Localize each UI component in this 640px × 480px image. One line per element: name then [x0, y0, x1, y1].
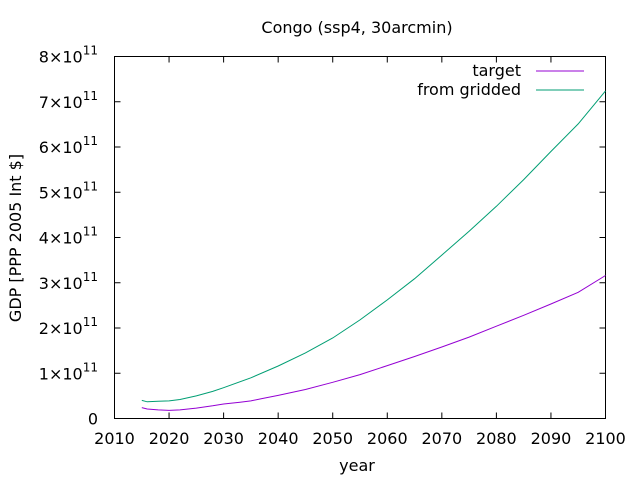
y-tick-exponent: 11	[83, 315, 98, 329]
y-tick-mantissa: 8×10	[39, 48, 83, 67]
x-tick-label: 2100	[585, 429, 626, 448]
y-tick-exponent: 11	[83, 179, 98, 193]
legend-label: from gridded	[417, 80, 521, 99]
y-tick-exponent: 11	[83, 270, 98, 284]
y-tick-mantissa: 3×10	[39, 274, 83, 293]
y-tick-label: 8×1011	[39, 44, 98, 67]
y-tick-label: 2×1011	[39, 315, 98, 338]
y-tick-mantissa: 1×10	[39, 364, 83, 383]
y-tick-label: 1×1011	[39, 360, 98, 383]
y-tick-exponent: 11	[83, 134, 98, 148]
x-tick-label: 2080	[476, 429, 517, 448]
y-tick-label: 5×1011	[39, 179, 98, 202]
x-tick-label: 2010	[94, 429, 135, 448]
x-tick-label: 2020	[149, 429, 190, 448]
y-tick-label: 4×1011	[39, 225, 98, 248]
y-tick-mantissa: 6×10	[39, 138, 83, 157]
y-tick-label: 0	[88, 410, 98, 429]
y-axis-label: GDP [PPP 2005 Int $]	[6, 154, 25, 322]
axes-group: 2010 2020 2030 2040 2050 2060 2070 2080 2090 2100…	[39, 44, 626, 449]
x-tick-label: 2060	[367, 429, 408, 448]
y-tick-mantissa: 0	[88, 410, 98, 429]
series-line-0	[141, 275, 606, 411]
y-tick-label: 3×1011	[39, 270, 98, 293]
x-tick-label: 2070	[421, 429, 462, 448]
x-tick-label: 2090	[531, 429, 572, 448]
chart-title: Congo (ssp4, 30arcmin)	[261, 18, 452, 37]
series-group	[141, 90, 606, 411]
y-tick-label: 6×1011	[39, 134, 98, 157]
x-tick-label: 2030	[203, 429, 244, 448]
legend-label: target	[472, 61, 521, 80]
y-tick-mantissa: 2×10	[39, 319, 83, 338]
plot-frame	[114, 56, 606, 419]
y-tick-label: 7×1011	[39, 89, 98, 112]
x-tick-label: 2040	[258, 429, 299, 448]
y-tick-mantissa: 7×10	[39, 93, 83, 112]
series-line-1	[141, 90, 606, 403]
y-tick-mantissa: 5×10	[39, 183, 83, 202]
x-axis-label: year	[339, 456, 375, 475]
y-tick-exponent: 11	[83, 89, 98, 103]
y-tick-mantissa: 4×10	[39, 229, 83, 248]
y-tick-exponent: 11	[83, 225, 98, 239]
y-tick-exponent: 11	[83, 44, 98, 58]
y-tick-exponent: 11	[83, 360, 98, 374]
x-tick-label: 2050	[312, 429, 353, 448]
